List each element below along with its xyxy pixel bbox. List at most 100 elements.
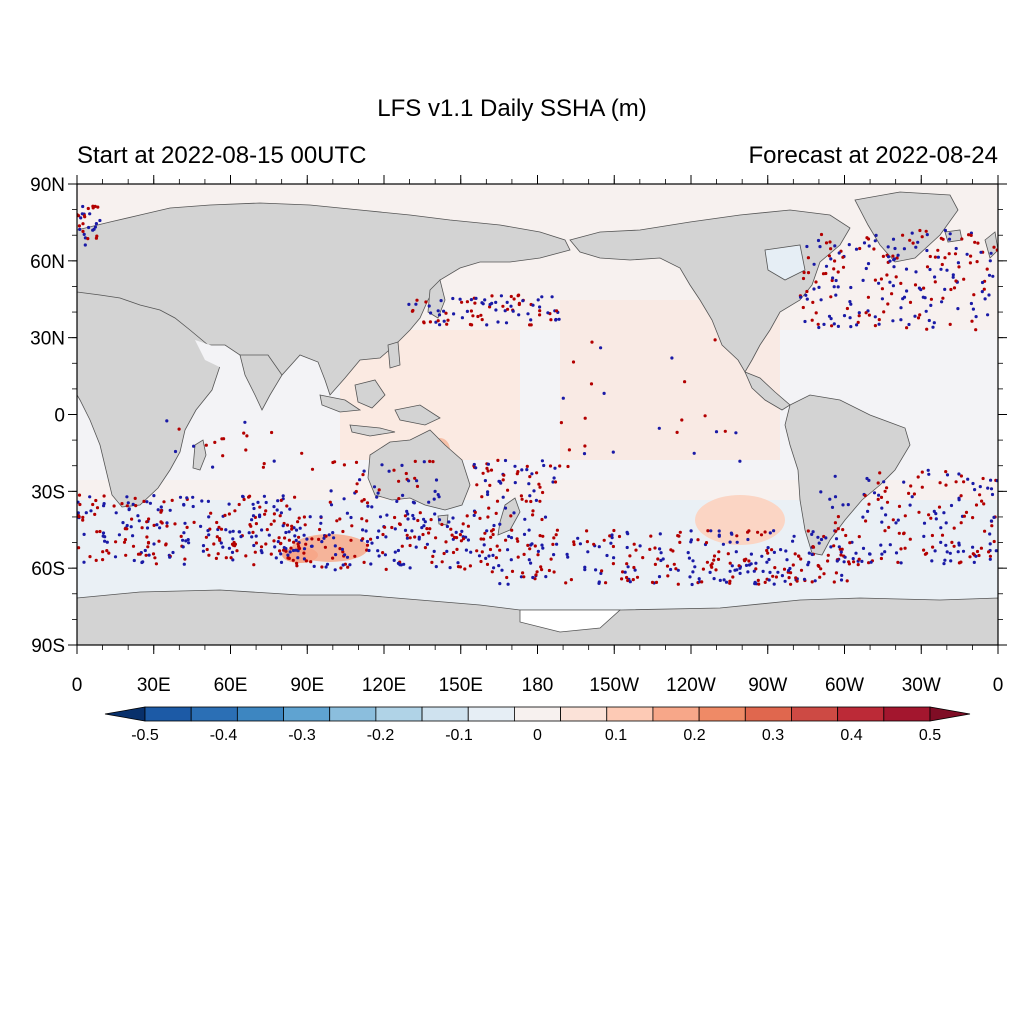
obs-point xyxy=(555,542,559,546)
obs-point xyxy=(156,508,160,512)
obs-point xyxy=(620,577,624,581)
obs-point xyxy=(602,538,606,542)
obs-point xyxy=(431,554,435,559)
obs-point xyxy=(537,482,541,486)
obs-point xyxy=(942,562,946,566)
obs-point xyxy=(988,554,993,558)
borneo xyxy=(354,379,386,409)
obs-point xyxy=(339,566,343,570)
obs-point xyxy=(429,518,433,522)
obs-point xyxy=(460,300,464,304)
obs-point xyxy=(925,265,930,269)
obs-point xyxy=(235,549,239,553)
obs-point xyxy=(152,542,156,546)
obs-point xyxy=(553,480,558,484)
obs-point xyxy=(501,304,505,308)
obs-point xyxy=(449,527,453,531)
obs-point xyxy=(987,273,992,277)
obs-point xyxy=(902,480,906,484)
obs-point xyxy=(674,567,678,571)
obs-point xyxy=(287,530,291,534)
obs-point xyxy=(833,474,837,478)
obs-point xyxy=(204,443,208,447)
obs-point xyxy=(814,311,818,315)
obs-point xyxy=(992,539,996,544)
obs-point xyxy=(893,246,897,251)
obs-point xyxy=(221,545,225,549)
obs-point xyxy=(974,315,978,319)
obs-point xyxy=(415,484,420,488)
obs-point xyxy=(309,560,313,564)
obs-point xyxy=(258,513,262,517)
obs-point xyxy=(824,264,829,268)
obs-point xyxy=(152,494,156,498)
obs-point xyxy=(631,578,635,582)
obs-point xyxy=(920,470,924,474)
obs-point xyxy=(290,524,294,528)
obs-point xyxy=(888,259,892,263)
obs-point xyxy=(159,520,163,524)
obs-point xyxy=(597,545,601,549)
greenland xyxy=(854,191,959,263)
obs-point xyxy=(218,537,222,541)
obs-point xyxy=(451,516,455,520)
obs-point xyxy=(974,554,978,558)
obs-point xyxy=(706,529,710,533)
obs-point xyxy=(857,557,861,561)
obs-point xyxy=(990,492,995,497)
obs-point xyxy=(531,513,535,517)
uk xyxy=(984,231,998,259)
obs-point xyxy=(824,241,829,245)
obs-point xyxy=(828,497,832,501)
obs-point xyxy=(957,265,961,269)
obs-point xyxy=(971,545,975,549)
obs-point xyxy=(77,511,80,515)
obs-point xyxy=(525,468,529,472)
obs-point xyxy=(950,540,954,545)
obs-point xyxy=(428,320,432,324)
obs-point xyxy=(365,543,370,547)
obs-point xyxy=(340,547,344,552)
obs-point xyxy=(572,540,576,544)
obs-point xyxy=(917,286,922,290)
obs-point xyxy=(982,502,986,506)
obs-point xyxy=(933,275,937,279)
obs-point xyxy=(916,240,920,244)
obs-point xyxy=(267,533,271,537)
obs-point xyxy=(990,524,994,528)
obs-point xyxy=(804,293,808,297)
obs-point xyxy=(945,473,950,477)
colorbar-box xyxy=(190,706,238,722)
obs-point xyxy=(797,554,801,558)
obs-point xyxy=(329,503,334,507)
obs-point xyxy=(957,543,961,547)
obs-point xyxy=(916,316,921,320)
obs-point xyxy=(428,527,432,531)
obs-point xyxy=(940,262,944,267)
obs-point xyxy=(822,322,826,326)
obs-point xyxy=(902,247,907,251)
obs-point xyxy=(882,310,886,314)
obs-point xyxy=(222,437,226,441)
obs-point xyxy=(819,537,824,542)
obs-point xyxy=(864,266,868,271)
obs-point xyxy=(540,543,544,547)
obs-point xyxy=(168,508,172,512)
obs-point xyxy=(571,360,576,364)
obs-point xyxy=(422,320,426,324)
obs-point xyxy=(933,549,937,553)
obs-point xyxy=(415,479,419,483)
colorbar-label: 0.4 xyxy=(840,727,862,744)
lon-tick-label: 60E xyxy=(214,675,248,696)
obs-point xyxy=(256,500,260,504)
obs-point xyxy=(526,543,530,548)
obs-point xyxy=(552,570,556,574)
obs-point xyxy=(783,579,787,583)
obs-point xyxy=(400,463,404,467)
obs-point xyxy=(817,325,821,330)
obs-point xyxy=(466,538,470,542)
colorbar-label: -0.1 xyxy=(445,727,473,744)
obs-point xyxy=(768,570,772,575)
obs-point xyxy=(528,475,532,479)
obs-point xyxy=(812,287,816,291)
